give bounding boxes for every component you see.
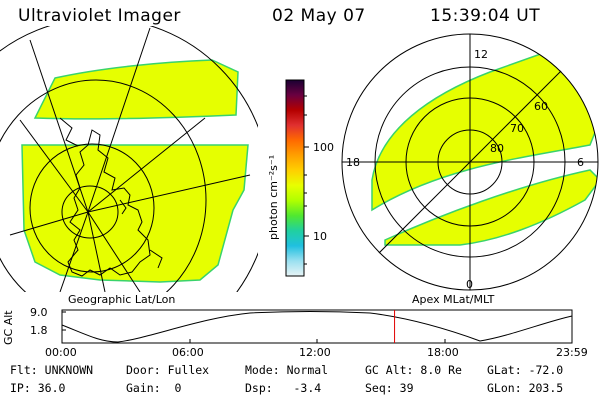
status-gain: Gain: 0 xyxy=(126,381,182,395)
altitude-x-ticks xyxy=(61,311,573,343)
altitude-xtick-0000: 00:00 xyxy=(45,346,77,359)
geographic-map xyxy=(0,26,258,292)
lon-lines xyxy=(9,27,251,292)
mlt-label-6: 6 xyxy=(577,156,584,169)
altitude-ytick-9: 9.0 xyxy=(30,306,48,319)
status-dsp: Dsp: -3.4 xyxy=(245,381,322,395)
polar-aurora-upper xyxy=(371,39,598,212)
altitude-xtick-0600: 06:00 xyxy=(172,346,204,359)
status-mode: Mode: Normal xyxy=(245,363,329,377)
right-panel-caption: Apex MLat/MLT xyxy=(412,293,495,306)
lat-circles xyxy=(0,26,258,292)
altitude-xtick-1200: 12:00 xyxy=(299,346,331,359)
altitude-curve xyxy=(61,311,573,343)
altitude-xtick-1800: 18:00 xyxy=(427,346,459,359)
date-label: 02 May 07 xyxy=(272,6,366,26)
coast-detail xyxy=(59,117,163,269)
colorbar xyxy=(285,79,305,277)
aurora-band-upper xyxy=(33,59,239,120)
mlt-label-18: 18 xyxy=(346,156,360,169)
time-label: 15:39:04 UT xyxy=(430,6,541,26)
altitude-ytick-1-8: 1.8 xyxy=(30,324,48,337)
mlt-label-0: 0 xyxy=(466,278,473,291)
mlat-label-70: 70 xyxy=(510,122,524,135)
status-gc-alt: GC Alt: 8.0 Re xyxy=(365,363,462,377)
status-seq: Seq: 39 xyxy=(365,381,414,395)
status-door: Door: Fullex xyxy=(126,363,210,377)
polar-aurora-lower xyxy=(384,169,598,246)
aurora-band-lower xyxy=(21,144,249,283)
status-glat: GLat: -72.0 xyxy=(487,363,564,377)
antarctica-coastline xyxy=(67,129,151,277)
colorbar-tick-100: 100 xyxy=(313,141,334,154)
altitude-ylabel: GC Alt xyxy=(2,310,15,345)
colorbar-unit-label: photon cm⁻²s⁻¹ xyxy=(267,155,280,240)
status-ip: IP: 36.0 xyxy=(10,381,66,395)
mlat-label-60: 60 xyxy=(534,100,548,113)
altitude-xtick-2359: 23:59 xyxy=(556,346,588,359)
left-panel-caption: Geographic Lat/Lon xyxy=(68,293,176,306)
mlt-label-12: 12 xyxy=(474,48,488,61)
colorbar-ticks xyxy=(304,95,309,265)
mlat-label-80: 80 xyxy=(490,142,504,155)
colorbar-tick-10: 10 xyxy=(313,230,327,243)
status-glon: GLon: 203.5 xyxy=(487,381,564,395)
status-flt: Flt: UNKNOWN xyxy=(10,363,94,377)
instrument-title: Ultraviolet Imager xyxy=(18,6,181,26)
polar-grid xyxy=(341,33,599,291)
polar-plot xyxy=(371,39,598,246)
